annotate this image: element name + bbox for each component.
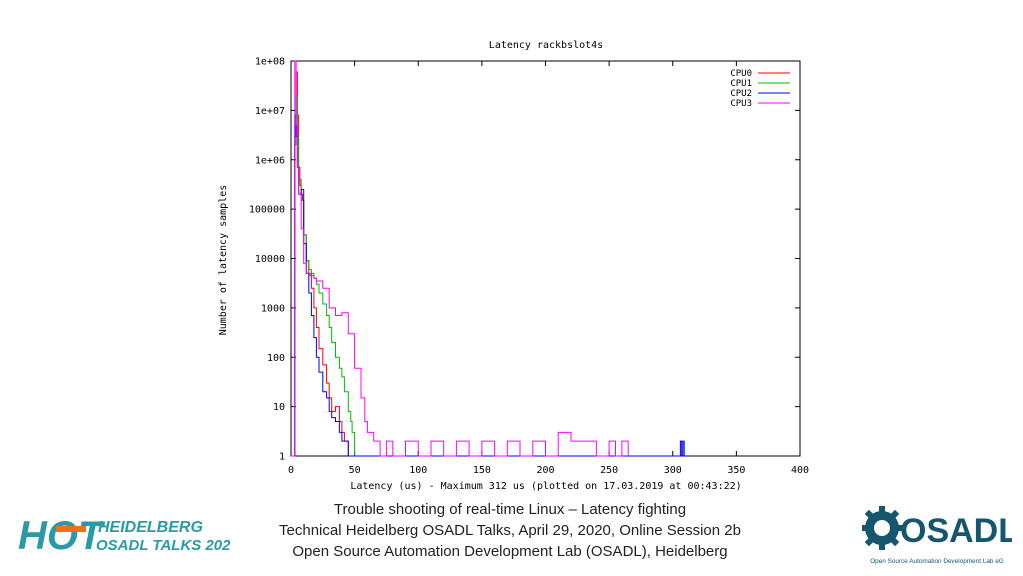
y-tick-label: 1 <box>279 452 285 463</box>
latency-chart: Latency rackbslot4s Number of latency sa… <box>218 40 809 492</box>
hot-logo-line-2: OSADL TALKS 2020 <box>96 537 231 554</box>
x-tick-label: 0 <box>288 465 294 476</box>
y-tick-label: 1e+06 <box>255 155 285 166</box>
series-line-cpu1 <box>291 95 356 457</box>
caption-line-3: Open Source Automation Development Lab (… <box>292 543 728 560</box>
legend-label: CPU0 <box>730 69 752 79</box>
x-tick-label: 200 <box>536 465 554 476</box>
x-tick-label: 50 <box>349 465 361 476</box>
hot-logo-line-1: HEIDELBERG <box>98 519 203 536</box>
legend-label: CPU3 <box>730 99 752 109</box>
series-line-cpu3 <box>291 60 629 457</box>
osadl-logo-mark: OSADL <box>900 512 1012 550</box>
hot-talks-logo: HOT HEIDELBERG OSADL TALKS 2020 <box>18 514 231 556</box>
series-line-cpu2 <box>291 114 686 457</box>
legend-label: CPU2 <box>730 89 752 99</box>
gear-icon <box>862 506 904 550</box>
axis-ticks: 0 50 100 150 200 250 300 350 400 1 10 100 1000 10000 1… <box>249 57 809 477</box>
legend-label: CPU1 <box>730 79 752 89</box>
hot-logo-mark: HOT <box>18 514 106 556</box>
y-tick-label: 1000 <box>261 303 285 314</box>
y-tick-label: 1e+08 <box>255 57 285 68</box>
x-axis-label: Latency (us) - Maximum 312 us (plotted o… <box>350 481 741 492</box>
slide-caption: Trouble shooting of real-time Linux – La… <box>240 499 780 562</box>
x-tick-label: 250 <box>600 465 618 476</box>
series-line-cpu0 <box>291 71 355 457</box>
y-axis-label: Number of latency samples <box>218 185 229 336</box>
x-tick-label: 400 <box>791 465 809 476</box>
x-tick-label: 350 <box>727 465 745 476</box>
caption-line-1: Trouble shooting of real-time Linux – La… <box>333 501 687 518</box>
hot-logo-accent <box>56 526 86 532</box>
y-tick-label: 100000 <box>249 205 285 216</box>
osadl-logo-subtitle: Open Source Automation Development Lab e… <box>870 558 1004 565</box>
x-tick-label: 300 <box>664 465 682 476</box>
y-tick-label: 100 <box>267 353 285 364</box>
y-tick-label: 10000 <box>255 254 285 265</box>
plot-frame <box>290 60 801 457</box>
caption-line-2: Technical Heidelberg OSADL Talks, April … <box>279 522 741 539</box>
y-tick-label: 1e+07 <box>255 106 285 117</box>
y-tick-label: 10 <box>273 402 285 413</box>
osadl-logo: OSADL Open Source Automation Development… <box>862 506 1012 565</box>
series-group <box>291 60 686 457</box>
chart-title: Latency rackbslot4s <box>489 40 603 51</box>
x-tick-label: 100 <box>409 465 427 476</box>
x-tick-label: 150 <box>473 465 491 476</box>
